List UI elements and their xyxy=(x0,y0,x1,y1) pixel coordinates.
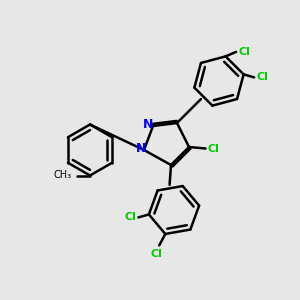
Text: Cl: Cl xyxy=(150,249,162,259)
Text: Cl: Cl xyxy=(207,143,219,154)
Text: N: N xyxy=(143,118,154,131)
Text: N: N xyxy=(136,142,146,155)
Text: Cl: Cl xyxy=(238,47,250,57)
Text: CH₃: CH₃ xyxy=(54,170,72,181)
Text: Cl: Cl xyxy=(256,72,268,82)
Text: Cl: Cl xyxy=(124,212,136,222)
